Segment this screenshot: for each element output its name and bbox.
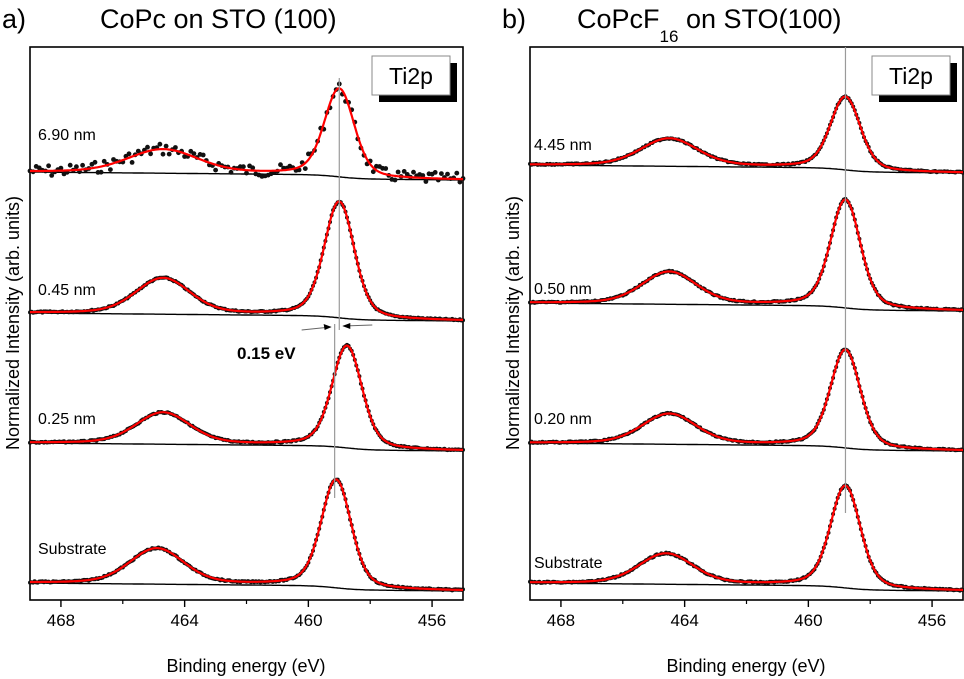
- inset-box: [871, 55, 951, 96]
- data-point: [457, 179, 463, 185]
- data-point: [302, 166, 308, 172]
- data-point: [439, 171, 444, 177]
- background-line: [530, 582, 963, 592]
- inset-label: Ti2p: [389, 63, 433, 89]
- x-tick-label: 468: [47, 611, 75, 630]
- data-point: [191, 151, 197, 157]
- data-point: [241, 164, 246, 170]
- data-point: [423, 179, 429, 184]
- panel-a-x-axis-label: Binding energy (eV): [166, 656, 325, 676]
- data-point: [148, 151, 154, 157]
- shift-annotation: 0.15 eV: [237, 344, 296, 363]
- data-point: [392, 177, 398, 183]
- data-point: [420, 173, 426, 178]
- background-line: [530, 164, 963, 174]
- fit-line: [530, 198, 963, 311]
- panel-b-x-axis-label: Binding energy (eV): [666, 656, 825, 676]
- data-point: [126, 151, 132, 157]
- trace-label: Substrate: [534, 555, 603, 572]
- background-line: [30, 442, 463, 452]
- data-point: [401, 169, 407, 174]
- x-tick-label: 456: [418, 611, 446, 630]
- panel-b-plot-area: 468 464 460 456 4.45 nm 0.50 nm 0.20 nm Substra…: [528, 46, 964, 630]
- data-point: [98, 169, 104, 175]
- trace-label: Substrate: [38, 541, 107, 558]
- trace-label: 0.20 nm: [534, 411, 592, 428]
- fit-line: [530, 348, 963, 452]
- data-point: [404, 172, 410, 177]
- panel-a-title: CoPc on STO (100): [100, 4, 337, 34]
- data-point: [145, 144, 150, 150]
- data-point: [370, 169, 376, 175]
- fit-line: [30, 344, 463, 451]
- panel-b-title-subscript: 16: [660, 27, 679, 46]
- data-point: [244, 170, 249, 176]
- shift-arrowhead-right: [342, 323, 351, 329]
- x-tick-label: 464: [670, 611, 698, 630]
- trace-label: 0.50 nm: [534, 281, 592, 298]
- data-point: [250, 165, 256, 171]
- data-point: [173, 145, 178, 150]
- data-point: [166, 151, 172, 157]
- data-point: [80, 162, 85, 168]
- fit-line: [30, 478, 463, 592]
- data-point: [74, 164, 79, 170]
- data-point: [129, 160, 135, 165]
- panel-b: b) CoPcF16 on STO(100) 468 464 460 456 4.45 …: [502, 4, 964, 676]
- panel-a-title-text: CoPc on STO (100): [100, 4, 337, 34]
- inset-label: Ti2p: [889, 63, 933, 89]
- inset-box: [371, 55, 451, 96]
- trace-label: 6.90 nm: [38, 127, 96, 144]
- x-tick-label: 460: [294, 611, 322, 630]
- data-point: [200, 152, 206, 158]
- x-tick-label: 456: [918, 611, 946, 630]
- data-point: [278, 162, 283, 168]
- data-point: [454, 170, 460, 176]
- data-point: [67, 162, 73, 168]
- data-point: [445, 171, 450, 177]
- plot-frame: [529, 46, 964, 601]
- data-point: [46, 163, 51, 169]
- background-line: [530, 442, 963, 452]
- data-point: [108, 167, 113, 173]
- panel-b-letter: b): [502, 4, 526, 34]
- panel-a-y-axis-label: Normalized Intensity (arb. units): [3, 196, 23, 450]
- data-point: [432, 170, 438, 175]
- panel-a-letter: a): [2, 4, 26, 34]
- fit-line: [530, 95, 963, 174]
- data-point: [160, 151, 166, 157]
- panel-b-y-axis-label: Normalized Intensity (arb. units): [503, 196, 523, 450]
- data-point: [228, 169, 234, 175]
- data-point: [383, 166, 389, 171]
- data-point: [157, 141, 163, 147]
- trace-label: 0.45 nm: [38, 282, 96, 299]
- shift-arrowhead-left: [323, 324, 332, 330]
- x-tick-label: 468: [547, 611, 575, 630]
- fit-line: [530, 484, 964, 592]
- fit-line: [30, 87, 463, 181]
- panel-b-title: CoPcF16 on STO(100): [577, 4, 842, 46]
- panel-a: a) CoPc on STO (100) 468 464 460 456 6.90 nm…: [2, 4, 466, 676]
- data-point: [58, 165, 64, 171]
- data-point: [49, 173, 55, 178]
- x-tick-label: 460: [794, 611, 822, 630]
- background-line: [30, 312, 463, 322]
- panel-b-title-text: CoPcF: [577, 4, 660, 34]
- panel-b-title-suffix: on STO(100): [678, 4, 841, 34]
- background-line: [30, 582, 463, 592]
- data-point: [101, 158, 107, 164]
- fit-line: [30, 200, 463, 321]
- trace-label: 0.25 nm: [38, 411, 96, 428]
- x-tick-label: 464: [170, 611, 198, 630]
- data-point: [92, 159, 98, 165]
- background-line: [530, 302, 963, 312]
- data-point: [213, 167, 219, 173]
- data-point: [395, 169, 401, 175]
- data-point: [411, 169, 416, 175]
- data-point: [163, 143, 169, 149]
- trace-label: 4.45 nm: [534, 137, 592, 154]
- panel-a-plot-area: 468 464 460 456 6.90 nm 0.45 nm 0.25 nm Substra…: [27, 46, 466, 630]
